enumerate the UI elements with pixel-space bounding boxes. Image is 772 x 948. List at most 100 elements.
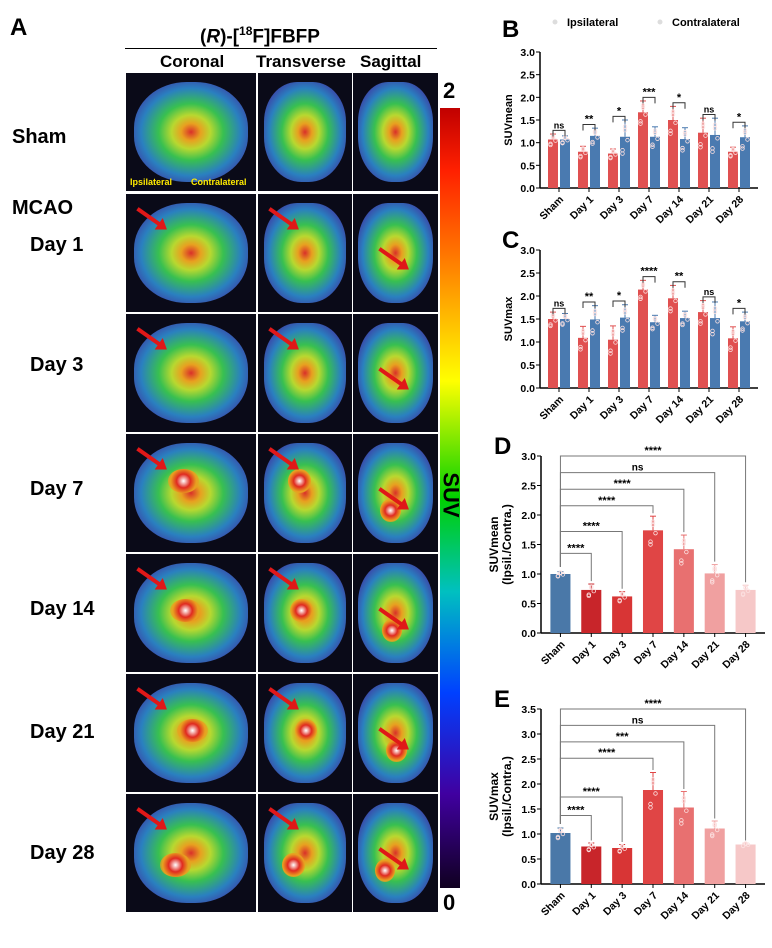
data-point [565,138,570,143]
bar [735,589,756,633]
data-point [681,538,687,543]
data-point [583,337,588,343]
significance-bracket [582,124,596,131]
colorbar-min-label: 0 [443,890,456,915]
y-tick-label: 1.5 [521,540,536,552]
data-point [668,308,673,314]
y-tick-label: 2.0 [520,291,535,303]
y-tick-label: 0.0 [521,879,536,891]
x-tick-label: Sham [539,639,568,668]
pet-image-day21-sagittal [352,673,439,793]
data-point [700,124,706,130]
data-point [703,312,708,317]
data-point [622,310,628,315]
data-point [743,584,748,590]
bar-contralateral [650,322,660,388]
y-tick-label: 0.5 [520,360,535,372]
y-tick-label: 0.5 [521,854,536,866]
data-point [670,109,676,115]
x-tick-label: Day 3 [601,639,629,667]
data-point [710,832,715,837]
data-point [710,833,715,839]
y-tick-label: 2.0 [520,92,535,104]
lesion-hotspot [167,469,199,493]
legend-label-contralateral: Contralateral [672,17,740,29]
bar-ipsilateral [668,298,678,388]
pet-image-day3-coronal [125,313,257,433]
bar-ipsilateral [698,132,708,188]
data-point [589,842,594,847]
significance-label: **** [640,266,658,278]
data-point [610,329,616,334]
significance-bracket [672,281,686,288]
data-point [712,122,718,128]
data-point [620,147,625,153]
significance-label: * [617,105,622,117]
data-point [712,306,718,311]
data-point [620,325,625,331]
data-point [682,132,688,137]
data-point [682,311,688,317]
lesion-hotspot [159,853,191,877]
x-tick-label: Day 1 [570,890,598,918]
title-underline [125,48,437,49]
data-point [613,152,618,157]
data-point [740,326,745,331]
pet-image-day28-transverse [257,793,353,913]
data-point [595,135,600,140]
bar [612,848,633,884]
data-point [682,313,688,318]
data-point [622,595,627,600]
data-point [617,597,622,603]
y-tick-label: 2.5 [521,754,536,766]
lesion-hotspot [282,853,305,877]
significance-bracket [702,296,716,303]
data-point [679,818,684,823]
comparison-label: **** [583,521,601,533]
data-point [622,846,627,851]
comparison-bracket [559,455,747,583]
data-point [548,141,553,147]
pet-image-sham-sagittal [352,72,439,192]
pet-image-day1-coronal [125,193,257,313]
brain-uptake [358,683,433,783]
bar-ipsilateral [608,339,618,388]
tracer-title: (R)-[18F]FBFP [200,24,320,48]
data-point [728,345,733,350]
brain-uptake [358,443,433,543]
x-tick-label: Sham [537,194,566,223]
data-point [650,325,655,330]
row-label-day28: Day 28 [30,842,95,864]
bar-contralateral [650,136,660,188]
data-point [710,578,715,583]
pet-image-sham-coronal [125,72,257,192]
bar-contralateral [590,135,600,188]
row-label-day1: Day 1 [30,234,84,256]
panel-d-label: D [494,433,511,460]
significance-label: ** [675,271,684,283]
significance-label: ** [585,291,594,303]
data-point [668,128,673,134]
pet-image-day28-coronal [125,793,257,913]
data-point [610,148,616,154]
y-tick-label: 0.0 [521,628,536,640]
data-point [591,845,596,850]
data-point [700,121,706,127]
data-point [680,321,685,326]
data-point [700,305,706,310]
data-point [715,572,720,578]
y-tick-label: 3.0 [521,729,536,741]
panel-e-label: E [494,686,510,713]
data-point [681,541,687,546]
comparison-label: **** [598,747,616,759]
row-label-day14: Day 14 [30,598,95,620]
data-point [745,588,751,594]
data-point [638,119,643,124]
x-tick-label: Day 21 [684,194,717,227]
data-point [638,296,643,301]
brain-uptake [358,323,433,423]
data-point [680,148,685,153]
significance-bracket [732,307,746,315]
bar [550,574,571,633]
